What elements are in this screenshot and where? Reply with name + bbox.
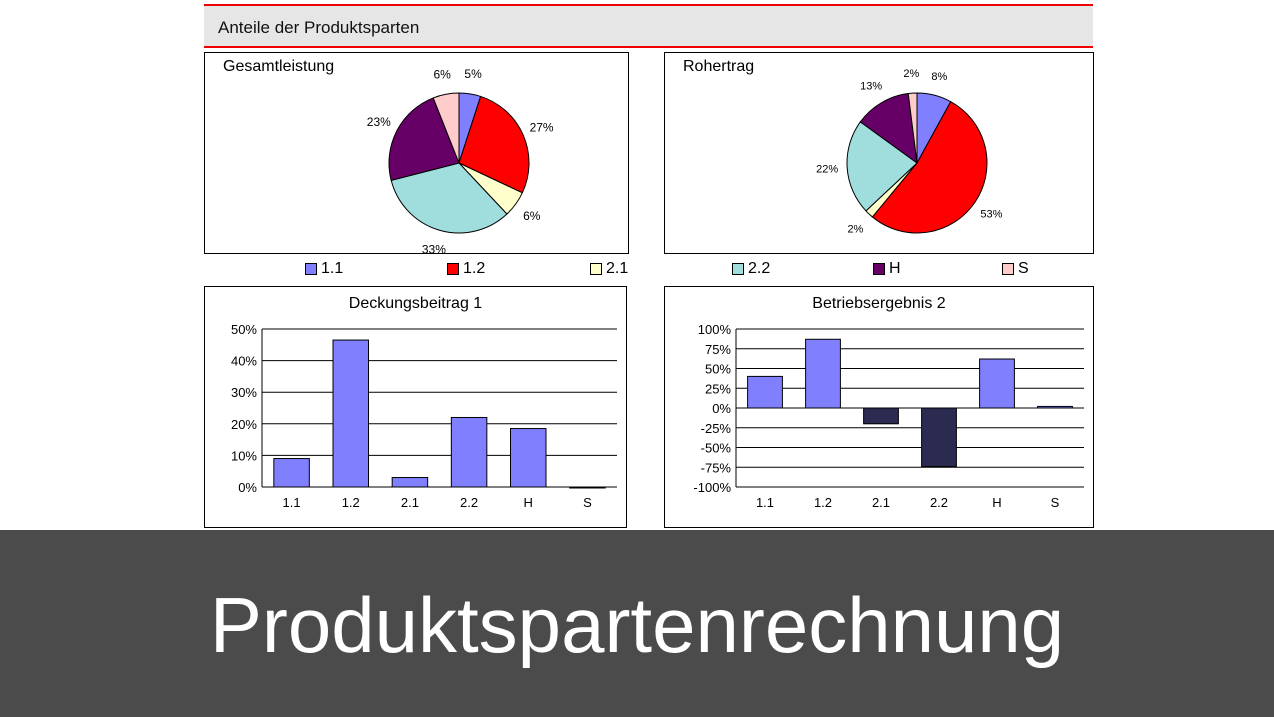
y-tick-label: -100% [693,480,731,495]
x-tick-label: S [1051,495,1060,510]
x-tick-label: 1.1 [283,495,301,510]
legend-swatch [590,263,602,275]
pie-slice-H [859,92,918,165]
bar-1.2 [805,338,841,409]
bar-S [1037,405,1073,409]
x-tick-label: H [992,495,1001,510]
pie-slice-2.2 [846,121,918,212]
section-title: Anteile der Produktsparten [218,18,420,37]
x-tick-label: 2.2 [460,495,478,510]
x-tick-label: 2.1 [401,495,419,510]
bar-H [979,358,1015,409]
bar-chart-betriebsergebnis: Betriebsergebnis 2 -100% -75% -50% -25% 0% 25… [664,286,1094,528]
legend-item: S [1002,260,1029,278]
y-tick-label: 75% [705,342,731,357]
legend-item: 2.1 [590,260,628,278]
chart-title: Betriebsergebnis 2 [812,295,946,312]
legend-label: S [1018,260,1029,277]
pie-chart-gesamtleistung: Gesamtleistung 5% 27% 6% 33% 23% 6% [204,52,629,254]
bar-1.1 [273,458,310,488]
data-label: 22% [816,164,838,176]
y-tick-label: 50% [231,322,257,337]
data-label: 5% [464,67,482,81]
bar-S [569,486,606,489]
y-tick-label: 40% [231,354,257,369]
data-label: 2% [847,224,863,236]
pie-chart-rohertrag: Rohertrag 8% 53% 2% 22% 13% 2% [664,52,1094,254]
y-tick-label: 0% [712,401,731,416]
x-tick-label: 1.1 [756,495,774,510]
y-tick-label: 25% [705,381,731,396]
legend-label: 2.1 [606,260,629,277]
bar-2.1 [863,407,899,425]
bar-1.2 [332,339,369,488]
legend-swatch [1002,263,1014,275]
pie-slice-H [388,97,460,182]
legend-swatch [873,263,885,275]
y-tick-label: -50% [701,441,732,456]
pie-slice-2.2 [390,162,508,234]
caption-overlay: Produktspartenrechnung [0,530,1274,717]
bar-2.2 [921,407,957,467]
data-label: 2% [903,68,919,80]
data-label: 23% [367,115,391,129]
section-header: Anteile der Produktsparten [204,4,1093,48]
y-tick-label: 50% [705,362,731,377]
legend-item: H [873,260,901,278]
legend-swatch [447,263,459,275]
legend-label: H [889,260,901,277]
bar-chart-deckungsbeitrag: Deckungsbeitrag 1 0% 10% 20% 30% 40% 50% 1.1 1.… [204,286,627,528]
pie-slice-1.2 [458,95,530,194]
y-tick-label: 30% [231,385,257,400]
legend-label: 2.2 [748,260,771,277]
bar-1.1 [747,375,783,409]
data-label: 27% [530,120,554,134]
chart-title: Rohertrag [683,58,755,75]
legend-item: 1.1 [305,260,343,278]
legend-item: 2.2 [732,260,770,278]
y-tick-label: -75% [701,460,732,475]
x-tick-label: 1.2 [342,495,360,510]
legend-label: 1.2 [463,260,486,277]
legend-swatch [305,263,317,275]
bar-2.1 [391,477,429,488]
data-label: 13% [860,81,882,93]
x-tick-label: 1.2 [814,495,832,510]
pie-slice-S [907,92,918,164]
data-label: 33% [422,242,446,253]
bar-2.2 [450,416,488,488]
legend-label: 1.1 [321,260,344,277]
y-tick-label: 0% [238,480,257,495]
chart-title: Deckungsbeitrag 1 [348,295,483,312]
caption-text: Produktspartenrechnung [209,581,1065,669]
bar-H [510,428,547,488]
pie-slice-S [432,92,460,164]
x-tick-label: H [524,495,533,510]
x-tick-label: 2.2 [930,495,948,510]
y-tick-label: 20% [231,417,257,432]
legend-swatch [732,263,744,275]
legend-item: 1.2 [447,260,485,278]
data-label: 6% [523,209,541,223]
x-tick-label: 2.1 [872,495,890,510]
x-tick-label: S [583,495,592,510]
chart-title: Gesamtleistung [223,58,335,75]
data-label: 6% [433,68,451,82]
data-label: 8% [931,71,947,83]
y-tick-label: 100% [698,322,732,337]
y-tick-label: 10% [231,448,257,463]
y-tick-label: -25% [701,421,732,436]
pie-slice-1.2 [871,100,988,234]
data-label: 53% [980,209,1002,221]
